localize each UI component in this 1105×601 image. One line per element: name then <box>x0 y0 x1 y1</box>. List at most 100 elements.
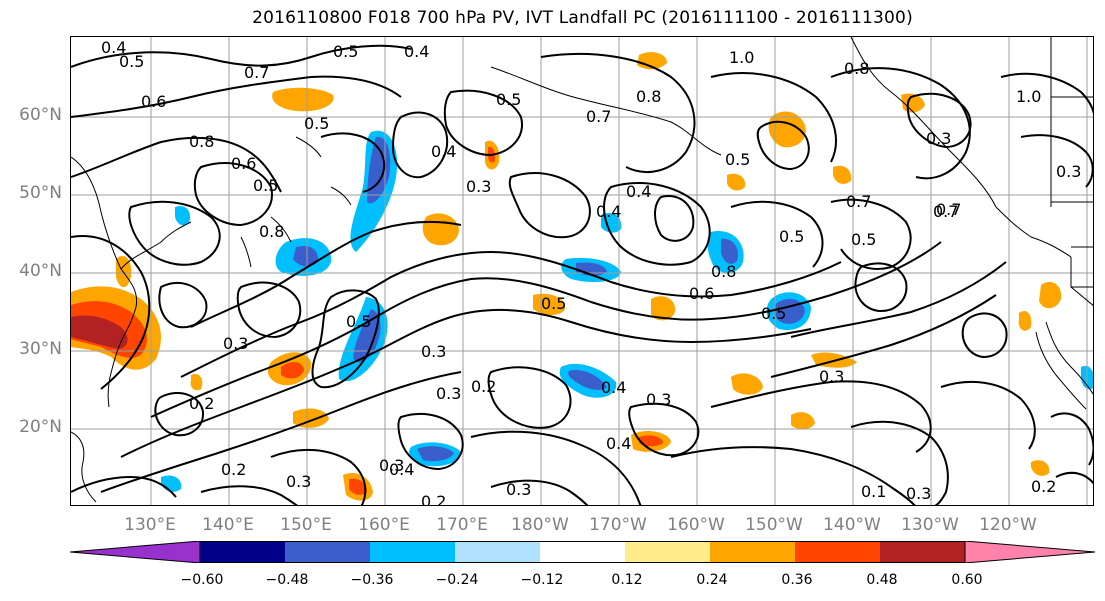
contour-label: 0.6 <box>689 284 714 303</box>
contour-label: 0.3 <box>421 342 446 361</box>
contour-label: 0.4 <box>626 182 651 201</box>
colorbar-extend-low <box>70 541 200 563</box>
colorbar-cell <box>370 541 456 563</box>
colorbar-tick-label: −0.48 <box>265 572 309 588</box>
positive-anomaly-patch <box>727 173 746 191</box>
negative-anomaly-patch <box>721 238 739 264</box>
colorbar-cell <box>710 541 796 563</box>
contour-label: 0.8 <box>844 59 869 78</box>
lon-label: 140°E <box>202 515 254 535</box>
colorbar-tick-label: −0.60 <box>180 572 224 588</box>
positive-anomaly-patch <box>731 373 763 395</box>
contour-label: 0.3 <box>379 456 404 475</box>
map-canvas: 0.4 0.5 0.7 0.5 0.4 1.0 0.8 0.6 0.5 0.7 … <box>71 37 1093 505</box>
contour-label: 0.2 <box>1031 477 1056 496</box>
colorbar-extend-high <box>965 541 1095 563</box>
contour-label: 0.5 <box>253 176 278 195</box>
contour-label: 0.4 <box>101 38 126 57</box>
colorbar-tick-label: 0.36 <box>781 572 813 588</box>
positive-anomaly-patch <box>71 315 128 349</box>
contour-label: 0.8 <box>259 222 284 241</box>
contour-label: 0.5 <box>333 42 358 61</box>
colorbar-cell <box>540 541 626 563</box>
contour-label: 0.3 <box>646 390 671 409</box>
negative-anomaly-patch <box>161 475 182 492</box>
contour-label: 0.4 <box>404 42 429 61</box>
lon-label: 150°W <box>745 515 803 535</box>
contour-label: 0.5 <box>304 114 329 133</box>
contour-label: 0.6 <box>141 92 166 111</box>
contour-label: 0.7 <box>933 202 958 221</box>
contour-label: 0.2 <box>471 377 496 396</box>
contour-label: 0.3 <box>223 334 248 353</box>
positive-anomaly-patch <box>272 87 334 112</box>
colorbar-tick-label: 0.60 <box>951 572 983 588</box>
lon-label: 160°E <box>358 515 410 535</box>
contour-label: 1.0 <box>1016 87 1041 106</box>
lat-label-30n: 30°N <box>19 339 62 359</box>
contour-label: 0.5 <box>725 150 750 169</box>
lat-label-40n: 40°N <box>19 261 62 281</box>
positive-anomaly-patch <box>281 361 304 379</box>
positive-anomaly-patch <box>651 296 676 321</box>
contour-label: 0.3 <box>436 384 461 403</box>
contour-label: 0.3 <box>1056 162 1081 181</box>
colorbar-tick-label: 0.24 <box>696 572 728 588</box>
negative-anomaly-patch <box>353 309 381 363</box>
positive-anomaly-patch <box>768 111 806 148</box>
contour-label: 0.2 <box>221 460 246 479</box>
colorbar-tick-label: 0.48 <box>866 572 898 588</box>
contour-label: 0.7 <box>846 192 871 211</box>
contour-label: 1.0 <box>729 48 754 67</box>
colorbar-tick-label: −0.12 <box>520 572 564 588</box>
colorbar-tick-label: 0.12 <box>611 572 643 588</box>
contour-label: 0.3 <box>926 129 951 148</box>
lon-label: 120°W <box>979 515 1037 535</box>
contour-label: 0.3 <box>286 472 311 491</box>
pv-contours <box>71 44 1093 505</box>
contour-label: 0.8 <box>711 262 736 281</box>
map-title: 2016110800 F018 700 hPa PV, IVT Landfall… <box>252 8 913 28</box>
map-panel: 0.4 0.5 0.7 0.5 0.4 1.0 0.8 0.6 0.5 0.7 … <box>70 36 1094 506</box>
contour-label: 0.8 <box>636 87 661 106</box>
lon-label: 180°W <box>511 515 569 535</box>
lon-label: 170°W <box>589 515 647 535</box>
positive-anomaly-patch <box>349 478 367 495</box>
contour-label: 0.5 <box>779 227 804 246</box>
positive-anomaly-patch <box>833 165 852 184</box>
colorbar-cell <box>795 541 881 563</box>
colorbar <box>70 541 1096 563</box>
pv-anomaly-fills <box>71 52 1093 501</box>
contour-label: 0.5 <box>851 230 876 249</box>
contour-label: 0.7 <box>936 200 961 219</box>
lat-label-50n: 50°N <box>19 183 62 203</box>
colorbar-cell <box>285 541 371 563</box>
negative-anomaly-patch <box>417 446 454 462</box>
contour-label: 0.7 <box>244 63 269 82</box>
positive-anomaly-patch <box>190 373 203 391</box>
colorbar-cell <box>455 541 541 563</box>
lon-label: 170°E <box>436 515 488 535</box>
negative-anomaly-patch <box>175 205 191 226</box>
contour-label: 0.4 <box>601 378 626 397</box>
positive-anomaly-patch <box>1039 281 1062 309</box>
contour-label: 0.4 <box>596 202 621 221</box>
contour-labels: 0.4 0.5 0.7 0.5 0.4 1.0 0.8 0.6 0.5 0.7 … <box>101 38 1081 505</box>
contour-label: 0.6 <box>231 154 256 173</box>
lon-label: 150°E <box>280 515 332 535</box>
contour-label: 0.4 <box>389 460 414 479</box>
negative-anomaly-patch <box>293 245 318 267</box>
contour-label: 0.4 <box>431 142 456 161</box>
lon-label: 140°W <box>823 515 881 535</box>
contour-label: 0.3 <box>819 367 844 386</box>
lat-label-60n: 60°N <box>19 105 62 125</box>
contour-label: 0.1 <box>861 482 886 501</box>
contour-label: 0.3 <box>466 177 491 196</box>
lon-label: 160°W <box>667 515 725 535</box>
contour-label: 0.7 <box>586 107 611 126</box>
lat-label-20n: 20°N <box>19 417 62 437</box>
contour-label: 0.5 <box>346 312 371 331</box>
colorbar-cells <box>70 541 1095 563</box>
positive-anomaly-patch <box>639 435 663 447</box>
lon-label: 130°W <box>901 515 959 535</box>
